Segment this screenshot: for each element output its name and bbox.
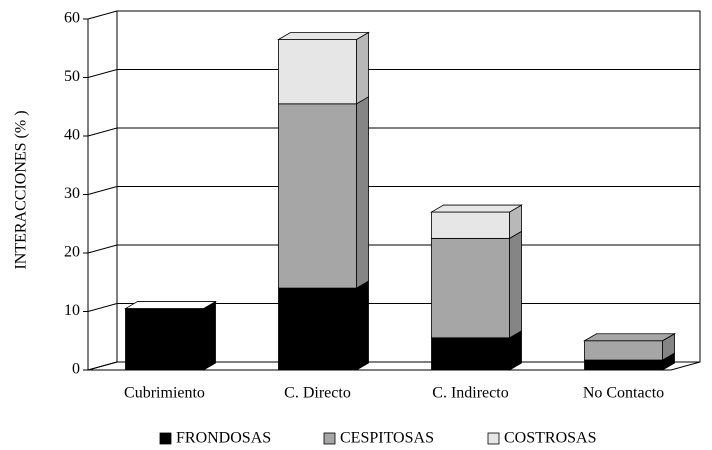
bar-segment <box>278 39 357 105</box>
bar-side <box>356 280 369 371</box>
bar-segment <box>278 103 357 289</box>
bar-segment <box>125 308 204 371</box>
x-tick-label: C. Directo <box>284 385 351 402</box>
grid-line <box>87 244 118 254</box>
bar-segment <box>278 287 357 371</box>
grid-line <box>87 127 118 137</box>
bar-top <box>583 333 676 342</box>
legend-label: CESPITOSAS <box>340 430 434 447</box>
bar-side <box>203 300 216 371</box>
y-axis-label: INTERACCIONES (% ) <box>13 110 30 269</box>
bar-segment <box>584 340 663 361</box>
y-tick-label: 50 <box>64 68 80 85</box>
grid-line <box>87 361 118 371</box>
x-tick-label: Cubrimiento <box>124 385 205 402</box>
y-tick-label: 30 <box>64 185 80 202</box>
y-tick-label: 60 <box>64 10 80 27</box>
grid-line <box>87 186 118 195</box>
x-tick-label: C. Indirecto <box>432 385 508 402</box>
bar-side <box>356 31 369 105</box>
bar-top <box>430 204 523 213</box>
grid-line <box>87 10 118 20</box>
legend-swatch <box>159 432 172 445</box>
bar-side <box>356 96 369 289</box>
y-tick-label: 10 <box>64 302 80 319</box>
bar-top <box>124 301 217 309</box>
grid-line <box>87 303 118 312</box>
x-tick-label: No Contacto <box>583 385 664 402</box>
legend-swatch <box>487 432 500 445</box>
bar-top <box>277 32 370 40</box>
legend-label: COSTROSAS <box>504 430 596 447</box>
y-tick-label: 20 <box>64 244 80 261</box>
legend-label: FRONDOSAS <box>176 430 271 447</box>
y-tick-label: 40 <box>64 127 80 144</box>
bar-side <box>509 230 522 339</box>
legend-swatch <box>323 432 336 445</box>
bar-segment <box>584 359 663 371</box>
bar-segment <box>431 237 510 339</box>
y-tick-label: 0 <box>72 361 80 378</box>
bar-segment <box>431 211 510 239</box>
grid-line <box>87 69 118 78</box>
bar-segment <box>431 337 510 371</box>
